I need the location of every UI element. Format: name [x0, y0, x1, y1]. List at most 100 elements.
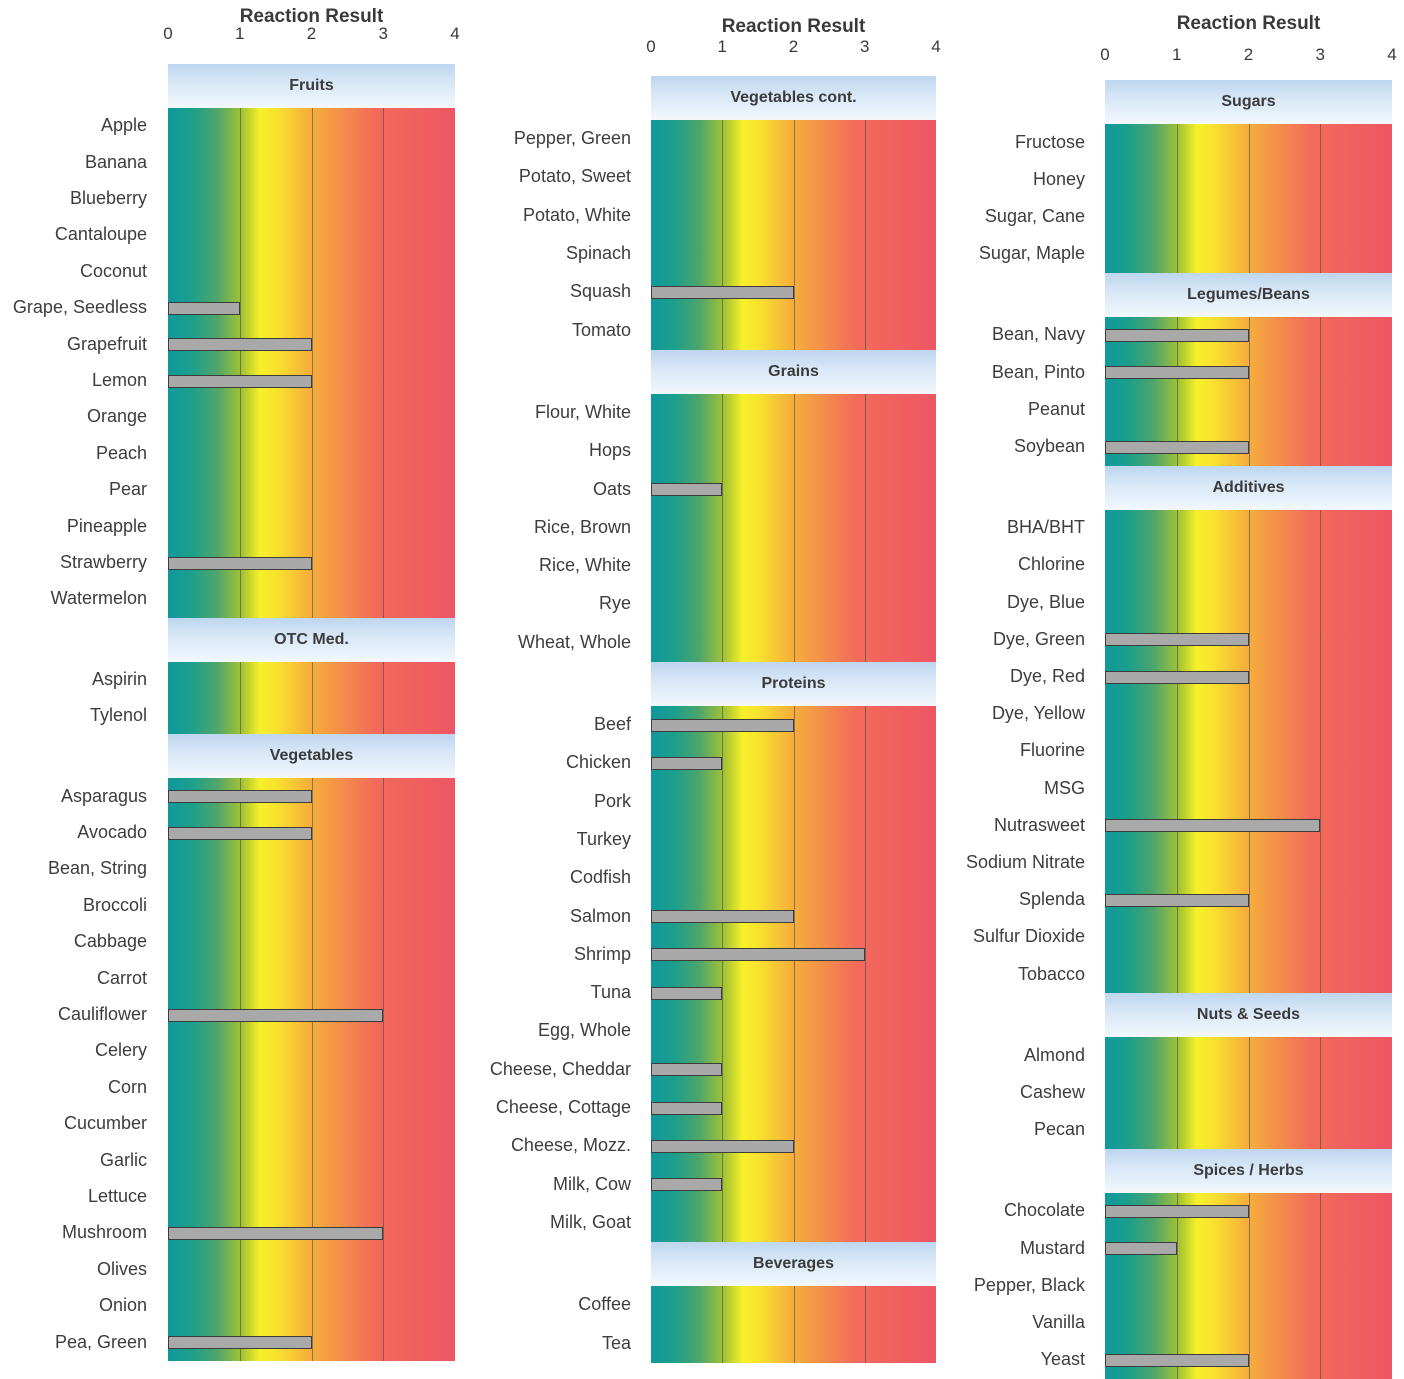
food-label: Tomato — [571, 319, 631, 340]
food-label: Avocado — [77, 822, 147, 842]
food-label: BHA/BHT — [1006, 517, 1085, 538]
reaction-bar — [651, 285, 794, 299]
food-label: Carrot — [96, 967, 147, 988]
food-label: Chicken — [565, 752, 631, 773]
food-label: Wheat, Whole — [517, 631, 631, 652]
gridline — [1176, 509, 1178, 994]
food-label: Pork — [593, 790, 631, 811]
reaction-bar — [168, 374, 312, 388]
gridline — [793, 393, 795, 662]
food-label: Tea — [601, 1332, 631, 1353]
axis-title: Reaction Result — [721, 16, 866, 37]
gridline — [864, 1286, 866, 1363]
gridline — [239, 778, 241, 1361]
x-tick-label: 0 — [646, 37, 656, 56]
food-label: Pea, Green — [54, 1331, 147, 1352]
food-label: Splenda — [1018, 889, 1085, 910]
food-label: Potato, Sweet — [518, 166, 631, 187]
reaction-bar — [651, 1139, 794, 1153]
reaction-gradient-band — [168, 108, 455, 618]
gridline — [1320, 1037, 1322, 1149]
gridline — [383, 778, 385, 1361]
food-label: Cabbage — [73, 931, 147, 952]
section-header: Additives — [1105, 465, 1392, 510]
food-label: Oats — [592, 478, 631, 499]
gridline — [1320, 316, 1322, 466]
food-label: Lettuce — [87, 1186, 147, 1206]
reaction-bar — [651, 483, 723, 497]
reaction-bar — [1105, 670, 1249, 684]
section-header: Legumes/Beans — [1105, 272, 1392, 317]
x-tick-label: 3 — [860, 37, 870, 56]
gridline — [793, 705, 795, 1243]
food-label: Potato, White — [522, 204, 631, 225]
gridline — [383, 108, 385, 618]
food-label: Dye, Blue — [1006, 591, 1085, 612]
food-label: Lemon — [91, 370, 147, 390]
reaction-bar — [168, 826, 312, 840]
food-label: Squash — [569, 281, 631, 302]
gridline — [864, 120, 866, 350]
food-label: Tuna — [590, 982, 631, 1003]
food-label: Mushroom — [61, 1222, 147, 1243]
food-label: Cheese, Cheddar — [489, 1058, 631, 1079]
section-header: Vegetables cont. — [651, 76, 936, 120]
reaction-bar — [1105, 366, 1249, 380]
gridline — [1320, 1192, 1322, 1379]
food-label: Codfish — [569, 867, 631, 888]
food-label: MSG — [1043, 777, 1085, 798]
gridline — [722, 393, 724, 662]
food-label: Corn — [107, 1076, 147, 1097]
food-label: Grapefruit — [66, 333, 147, 354]
food-label: Pear — [108, 479, 147, 500]
reaction-bar — [168, 301, 240, 315]
food-label: Milk, Goat — [549, 1211, 631, 1232]
food-label: Watermelon — [50, 588, 147, 609]
food-label: Spinach — [565, 243, 631, 264]
food-label: Rice, Brown — [533, 516, 631, 537]
food-label: Cantaloupe — [54, 224, 147, 245]
reaction-bar — [651, 1063, 723, 1077]
gridline — [1248, 1192, 1250, 1379]
food-label: Tylenol — [89, 705, 147, 726]
gridline — [1176, 1037, 1178, 1149]
food-label: Milk, Cow — [552, 1173, 631, 1194]
food-label: Sulfur Dioxide — [972, 926, 1085, 947]
axis-title: Reaction Result — [239, 6, 384, 27]
food-label: Blueberry — [69, 188, 147, 208]
food-label: Bean, Pinto — [991, 361, 1085, 382]
reaction-gradient-band — [651, 393, 936, 662]
x-tick-label: 2 — [1243, 45, 1254, 64]
gridline — [239, 108, 241, 618]
food-label: Dye, Green — [992, 628, 1085, 649]
food-label: Apple — [100, 115, 147, 136]
x-tick-label: 4 — [1387, 45, 1397, 64]
x-tick-label: 3 — [378, 24, 388, 43]
reaction-bar — [651, 1178, 723, 1192]
reaction-bar — [1105, 893, 1249, 907]
reaction-gradient-band — [651, 120, 936, 350]
gridline — [1248, 509, 1250, 994]
food-label: Aspirin — [91, 668, 147, 689]
x-tick-label: 3 — [1315, 45, 1325, 64]
food-label: Peach — [95, 442, 147, 463]
food-label: Sodium Nitrate — [965, 852, 1085, 872]
reaction-bar — [168, 790, 312, 804]
x-tick-label: 1 — [717, 37, 727, 56]
x-tick-label: 1 — [1172, 45, 1182, 64]
reaction-bar — [1105, 1204, 1249, 1218]
food-label: Pineapple — [66, 515, 147, 536]
food-label: Chocolate — [1003, 1200, 1085, 1221]
gridline — [722, 1286, 724, 1363]
food-label: Beef — [593, 714, 631, 735]
gridline — [1248, 316, 1250, 466]
gridline — [1176, 1192, 1178, 1379]
food-label: Cheese, Cottage — [495, 1097, 631, 1118]
reaction-bar — [651, 1101, 723, 1115]
food-label: Hops — [588, 440, 631, 461]
reaction-bar — [168, 1336, 312, 1350]
gridline — [793, 120, 795, 350]
food-label: Turkey — [576, 828, 631, 849]
gridline — [864, 393, 866, 662]
reaction-bar — [168, 1008, 384, 1022]
